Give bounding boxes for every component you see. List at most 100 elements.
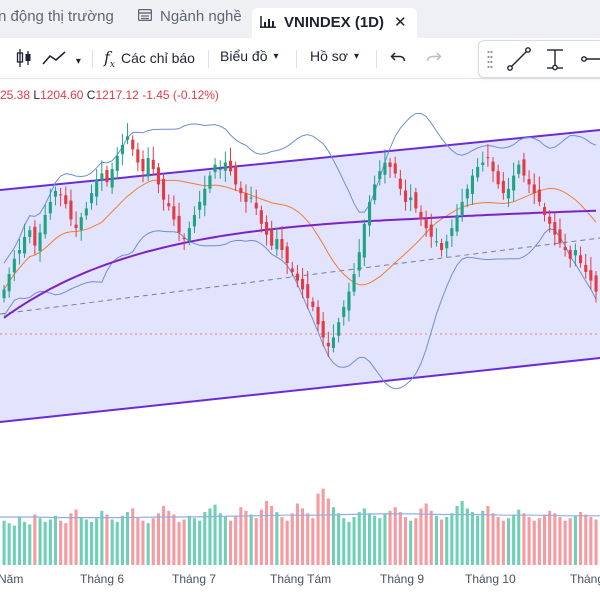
volume-bar: [404, 517, 408, 565]
volume-bar: [7, 523, 11, 565]
volume-bar: [424, 503, 428, 565]
candle-body: [373, 184, 377, 201]
volume-bar: [414, 518, 418, 565]
volume-bar: [187, 515, 191, 565]
volume-bar: [151, 518, 155, 565]
channel-mid-line: [0, 237, 600, 315]
candle-body: [285, 246, 289, 264]
volume-bar: [594, 519, 598, 565]
indicators-button[interactable]: fx Các chỉ báo: [104, 48, 195, 70]
volume-bar: [126, 512, 130, 565]
tab-vnindex[interactable]: VNINDEX (1D) ✕: [252, 8, 417, 38]
volume-bar: [316, 493, 320, 565]
volume-bar: [527, 517, 531, 565]
line-chart-icon[interactable]: ▾: [42, 50, 81, 69]
candle-body: [198, 201, 202, 210]
candle-body: [295, 273, 299, 281]
trend-line-icon[interactable]: [507, 47, 531, 76]
ohlc-close: 1217.12: [95, 88, 139, 102]
chevron-down-icon: ▾: [273, 51, 279, 62]
candle-body: [156, 167, 160, 185]
chart-type-dropdown[interactable]: Biểu đồ ▾: [220, 48, 279, 64]
volume-bar: [64, 523, 68, 565]
candle-body: [126, 136, 130, 140]
candle-body: [311, 301, 315, 307]
ohlc-low: 1204.60: [40, 88, 84, 102]
candle-body: [512, 175, 516, 191]
volume-bar: [234, 515, 238, 565]
tab-market[interactable]: n động thị trường: [0, 8, 114, 38]
candle-body: [146, 158, 150, 177]
volume-bar: [162, 505, 166, 565]
volume-bar: [522, 513, 526, 565]
channel-fill: [0, 130, 600, 422]
ma20-line: [3, 179, 597, 290]
volume-bar: [265, 501, 269, 565]
candle-body: [558, 229, 562, 244]
volume-bar: [584, 514, 588, 565]
volume-bar: [579, 512, 583, 565]
redo-icon[interactable]: [426, 49, 442, 68]
candle-body: [486, 157, 490, 159]
divider: [376, 50, 377, 68]
bar-chart-icon: [260, 8, 276, 38]
volume-bar: [553, 513, 557, 565]
volume-bar: [383, 514, 387, 565]
tab-sectors[interactable]: Ngành nghề: [137, 8, 242, 38]
horizontal-ray-icon[interactable]: [579, 47, 600, 76]
chart-type-label: Biểu đồ: [220, 48, 268, 64]
candle-body: [476, 166, 480, 178]
volume-bar: [115, 521, 119, 565]
candlestick-icon[interactable]: [16, 48, 32, 71]
candle-body: [74, 224, 78, 229]
candle-body: [270, 229, 274, 246]
candle-body: [434, 241, 438, 243]
candle-body: [579, 255, 583, 264]
volume-bar: [537, 518, 541, 565]
volume-bar: [182, 519, 186, 565]
close-icon[interactable]: ✕: [394, 14, 407, 31]
volume-bar: [445, 517, 449, 565]
tab-bar: n động thị trường Ngành nghề VNINDEX (1D…: [0, 0, 600, 39]
candle-body: [7, 274, 11, 292]
volume-bar: [357, 512, 361, 565]
volume-bar: [568, 518, 572, 565]
candle-body: [239, 187, 243, 194]
price-chart[interactable]: [0, 110, 600, 572]
tab-vnindex-label: VNINDEX (1D): [284, 14, 385, 31]
candle-body: [419, 211, 423, 220]
candle-body: [162, 179, 166, 200]
volume-bar: [347, 521, 351, 565]
volume-bar: [223, 517, 227, 565]
volume-bar: [342, 518, 346, 565]
candle-body: [203, 188, 207, 206]
candle-body: [90, 193, 94, 204]
volume-bar: [378, 518, 382, 565]
x-tick-label: Tháng Tám: [270, 572, 332, 586]
volume-bar: [481, 510, 485, 565]
candle-body: [115, 155, 119, 171]
grip-icon[interactable]: [487, 50, 493, 73]
volume-bar: [172, 514, 176, 565]
vertical-line-icon[interactable]: [543, 47, 567, 76]
volume-bar: [156, 513, 160, 565]
volume-bar: [429, 510, 433, 565]
volume-bar: [79, 517, 83, 565]
volume-bar: [74, 509, 78, 565]
candle-body: [465, 188, 469, 199]
candle-body: [290, 268, 294, 272]
volume-bar: [239, 507, 243, 565]
volume-bar: [373, 515, 377, 565]
volume-bar: [290, 513, 294, 565]
volume-bar: [285, 520, 289, 565]
volume-bar: [254, 518, 258, 565]
candle-body: [43, 215, 47, 235]
volume-bar: [486, 505, 490, 565]
candle-body: [460, 201, 464, 215]
profile-dropdown[interactable]: Hồ sơ ▾: [310, 48, 359, 64]
volume-bar: [69, 513, 73, 565]
candle-body: [455, 215, 459, 232]
volume-bar: [491, 513, 495, 565]
undo-icon[interactable]: [390, 49, 406, 68]
volume-bar: [450, 513, 454, 565]
